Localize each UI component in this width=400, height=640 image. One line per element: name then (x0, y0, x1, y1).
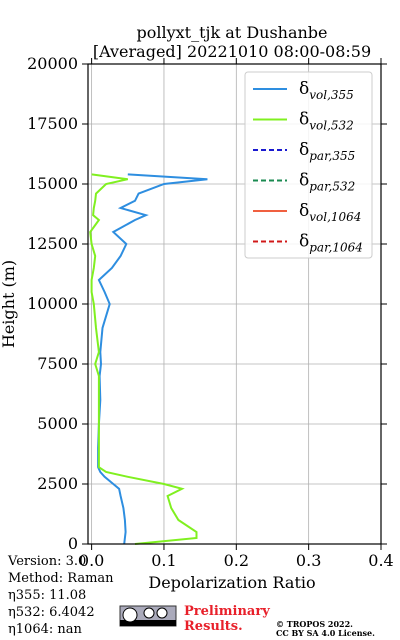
y-tick-label: 2500 (37, 474, 78, 493)
y-tick-label: 20000 (27, 54, 78, 73)
profile-line (97, 173, 208, 545)
y-tick-label: 0 (68, 534, 78, 553)
plot-frame (87, 63, 382, 545)
annotation: η1064: nan (8, 622, 83, 637)
legend-label: δvol,355 (299, 79, 354, 102)
annotation: η355: 11.08 (8, 588, 86, 603)
y-tick-label: 7500 (37, 354, 78, 373)
preliminary: Preliminary (184, 604, 270, 619)
x-tick-label: 0.2 (224, 551, 249, 570)
y-tick-label: 5000 (37, 414, 78, 433)
x-tick-label: 0.1 (151, 551, 176, 570)
annotation: η532: 6.4042 (8, 605, 95, 620)
cc-logo (119, 605, 177, 627)
legend-label: δpar,355 (299, 140, 355, 163)
x-tick-label: 0.0 (79, 551, 104, 570)
y-tick-label: 12500 (27, 234, 78, 253)
legend-label: δpar,1064 (299, 232, 363, 255)
y-tick-label: 10000 (27, 294, 78, 313)
y-tick-label: 17500 (27, 114, 78, 133)
x-axis-label: Depolarization Ratio (148, 573, 315, 592)
legend-label: δvol,532 (299, 110, 354, 133)
copyright: © TROPOS 2022. (276, 619, 353, 629)
y-axis-label: Height (m) (0, 260, 18, 348)
chart-title: [Averaged] 20221010 08:00-08:59 (93, 42, 371, 61)
x-tick-label: 0.4 (368, 551, 393, 570)
copyright: CC BY SA 4.0 License. (276, 628, 375, 638)
annotation: Method: Raman (8, 571, 114, 586)
legend-label: δvol,1064 (299, 201, 361, 224)
legend: δvol,355 δvol,532 δpar,355 δpar,532 δvol,106… (244, 71, 373, 259)
annotation: Version: 3.0 (7, 554, 86, 569)
preliminary: Results. (184, 619, 243, 634)
y-tick-label: 15000 (27, 174, 78, 193)
x-tick-label: 0.3 (296, 551, 321, 570)
profile-line (89, 173, 198, 545)
chart-title: pollyxt_tjk at Dushanbe (136, 23, 327, 42)
legend-label: δpar,532 (299, 171, 355, 194)
